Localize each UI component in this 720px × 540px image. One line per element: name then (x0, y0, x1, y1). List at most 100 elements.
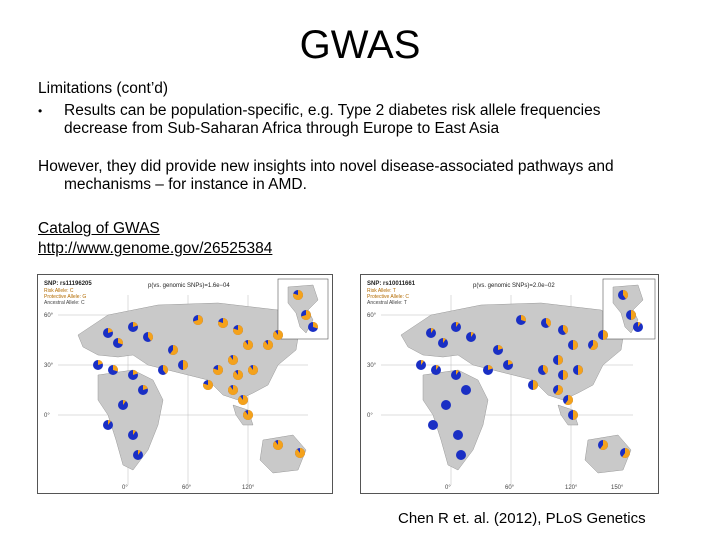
population-pie-marker (553, 355, 563, 365)
population-pie-marker (108, 365, 118, 375)
population-pie-marker (573, 365, 583, 375)
population-pie-marker (273, 440, 283, 450)
population-pie-marker (451, 370, 461, 380)
population-pie-marker (483, 365, 493, 375)
population-pie-marker (228, 355, 239, 365)
africa-landmass (97, 369, 164, 471)
population-pie-marker (93, 360, 103, 370)
population-pie-marker (203, 380, 214, 390)
population-pie-marker (451, 322, 461, 332)
right-risk-label: Risk Allele: T (367, 288, 396, 294)
population-pie-marker (103, 328, 113, 338)
right-lon-60: 60° (505, 485, 515, 491)
left-ancestral-label: Ancestral Allele: C (44, 300, 85, 306)
population-pie-marker (213, 365, 224, 375)
right-lat-30: 30° (367, 363, 377, 369)
population-pie-marker (568, 340, 578, 350)
population-pie-marker (168, 345, 178, 355)
population-pie-marker (143, 332, 153, 342)
catalog-label[interactable]: Catalog of GWAS (38, 220, 160, 237)
right-population-markers (416, 290, 643, 460)
population-pie-marker (528, 380, 538, 390)
bullet-text-line2: decrease from Sub-Saharan Africa through… (64, 120, 500, 137)
population-pie-marker (103, 420, 113, 430)
population-pie-marker (301, 310, 312, 320)
population-pie-marker (441, 400, 451, 410)
right-inset-americas (602, 278, 656, 340)
population-pie-marker (453, 430, 463, 440)
right-map-figure: SNP: rs10011661 Risk Allele: T Protectiv… (360, 274, 659, 494)
population-pie-marker (128, 430, 138, 440)
australia-landmass (259, 434, 307, 474)
catalog-link[interactable]: http://www.genome.gov/26525384 (38, 240, 273, 257)
population-pie-marker (243, 410, 253, 420)
right-lon-120: 120° (565, 485, 578, 491)
population-pie-marker (563, 395, 573, 405)
population-pie-marker (178, 360, 188, 370)
population-pie-marker (620, 448, 630, 458)
population-pie-marker (293, 290, 304, 300)
population-pie-marker (233, 325, 244, 335)
bullet-text-line1: Results can be population-specific, e.g.… (64, 102, 601, 119)
left-map-figure: SNP: rs11196205 Risk Allele: C Protectiv… (37, 274, 333, 494)
population-pie-marker (248, 365, 259, 375)
left-lat-0: 0° (44, 413, 50, 419)
population-pie-marker (158, 365, 168, 375)
population-pie-marker (618, 290, 628, 300)
population-pie-marker (308, 322, 318, 332)
population-pie-marker (218, 318, 229, 328)
population-pie-marker (541, 318, 551, 328)
left-world-map: SNP: rs11196205 Risk Allele: C Protectiv… (38, 275, 332, 493)
citation: Chen R et. al. (2012), PLoS Genetics (398, 510, 646, 527)
right-lon-0: 0° (445, 485, 451, 491)
insight-line2: mechanisms – for instance in AMD. (64, 176, 307, 193)
population-pie-marker (113, 338, 123, 348)
population-pie-marker (568, 410, 578, 420)
population-pie-marker (233, 370, 244, 380)
population-pie-marker (416, 360, 426, 370)
right-lat-0: 0° (367, 413, 373, 419)
population-pie-marker (133, 450, 143, 460)
left-inset-americas (277, 278, 329, 340)
population-pie-marker (516, 315, 526, 325)
australia-landmass (584, 434, 632, 474)
slide-title: GWAS (299, 23, 421, 67)
population-pie-marker (633, 322, 643, 332)
population-pie-marker (553, 385, 563, 395)
population-pie-marker (243, 340, 254, 350)
population-pie-marker (598, 330, 608, 340)
population-pie-marker (128, 370, 138, 380)
population-pie-marker (588, 340, 598, 350)
population-pie-marker (431, 365, 441, 375)
left-lat-60: 60° (44, 313, 54, 319)
population-pie-marker (598, 440, 608, 450)
population-pie-marker (538, 365, 548, 375)
right-lat-60: 60° (367, 313, 377, 319)
population-pie-marker (118, 400, 128, 410)
population-pie-marker (456, 450, 466, 460)
population-pie-marker (503, 360, 513, 370)
right-ancestral-label: Ancestral Allele: T (367, 300, 407, 306)
population-pie-marker (238, 395, 249, 405)
limitations-heading: Limitations (cont’d) (38, 80, 169, 97)
left-snp-label: SNP: rs11196205 (44, 281, 92, 287)
bullet-icon: • (38, 104, 43, 118)
population-pie-marker (295, 448, 305, 458)
population-pie-marker (438, 338, 448, 348)
left-lon-120: 120° (242, 485, 255, 491)
left-lat-30: 30° (44, 363, 54, 369)
left-risk-label: Risk Allele: C (44, 288, 74, 294)
population-pie-marker (426, 328, 436, 338)
right-snp-label: SNP: rs10011661 (367, 281, 416, 287)
population-pie-marker (138, 385, 148, 395)
left-lon-0: 0° (122, 485, 128, 491)
population-pie-marker (558, 325, 568, 335)
right-lon-150: 150° (611, 485, 624, 491)
right-protective-label: Protective Allele: C (367, 294, 409, 300)
left-pvalue: p(vs. genomic SNPs)=1.6e−04 (148, 283, 230, 289)
population-pie-marker (466, 332, 476, 342)
population-pie-marker (493, 345, 503, 355)
africa-landmass (422, 369, 489, 471)
population-pie-marker (558, 370, 568, 380)
population-pie-marker (626, 310, 636, 320)
